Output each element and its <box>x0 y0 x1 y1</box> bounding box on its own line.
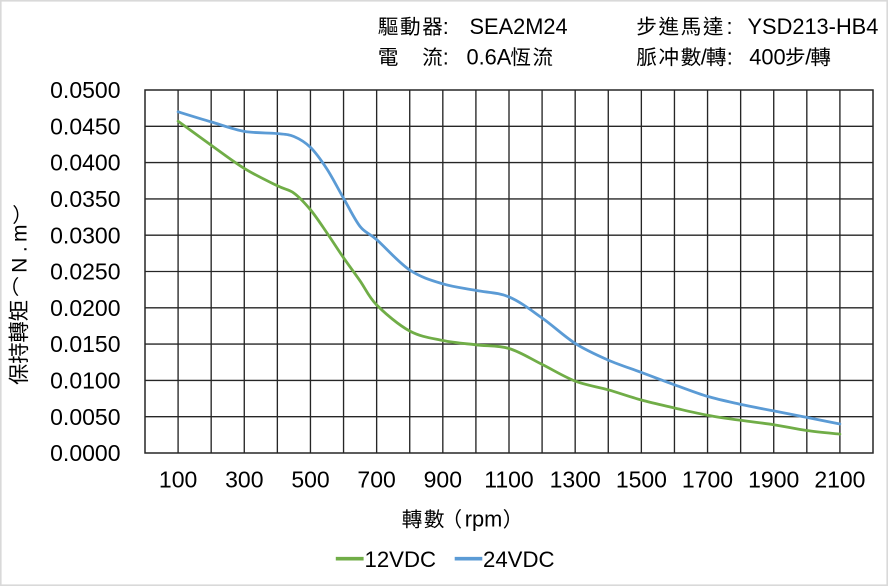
svg-text:/: / <box>805 45 812 70</box>
svg-text:300: 300 <box>225 467 263 493</box>
svg-text:rpm: rpm <box>465 507 503 532</box>
svg-text:0.0050: 0.0050 <box>50 404 120 430</box>
svg-text:2100: 2100 <box>814 467 865 493</box>
svg-text:0.0300: 0.0300 <box>50 222 120 248</box>
svg-text:0.0450: 0.0450 <box>50 113 120 139</box>
svg-text:24VDC: 24VDC <box>483 547 555 572</box>
svg-text:0.0500: 0.0500 <box>50 77 120 103</box>
svg-text:SEA2M24: SEA2M24 <box>470 14 568 39</box>
svg-text:.: . <box>8 246 31 252</box>
svg-text:0.6A: 0.6A <box>467 45 512 70</box>
svg-text:900: 900 <box>424 467 462 493</box>
svg-text:1500: 1500 <box>616 467 667 493</box>
svg-text:0.0350: 0.0350 <box>50 186 120 212</box>
svg-text:1300: 1300 <box>550 467 601 493</box>
svg-text:1900: 1900 <box>748 467 799 493</box>
svg-text:0.0100: 0.0100 <box>50 368 120 394</box>
svg-text:1100: 1100 <box>484 467 533 493</box>
svg-text:1700: 1700 <box>682 467 733 493</box>
svg-text:m: m <box>8 225 31 243</box>
svg-text:700: 700 <box>357 467 395 493</box>
svg-text::: : <box>443 14 449 39</box>
svg-text:YSD213-HB4: YSD213-HB4 <box>748 14 879 39</box>
svg-text:/: / <box>701 45 708 70</box>
svg-text::: : <box>727 45 733 70</box>
svg-text:0.0150: 0.0150 <box>50 331 120 357</box>
svg-text:0.0250: 0.0250 <box>50 259 120 285</box>
svg-text:400: 400 <box>749 45 785 70</box>
svg-text:100: 100 <box>159 467 197 493</box>
svg-text:0.0400: 0.0400 <box>50 150 120 176</box>
svg-text:500: 500 <box>291 467 329 493</box>
svg-text:0.0200: 0.0200 <box>50 295 120 321</box>
svg-text:0.0000: 0.0000 <box>50 440 120 466</box>
svg-text:12VDC: 12VDC <box>365 547 437 572</box>
svg-text::: : <box>727 14 733 39</box>
svg-text:N: N <box>8 258 31 273</box>
svg-text::: : <box>443 45 449 70</box>
